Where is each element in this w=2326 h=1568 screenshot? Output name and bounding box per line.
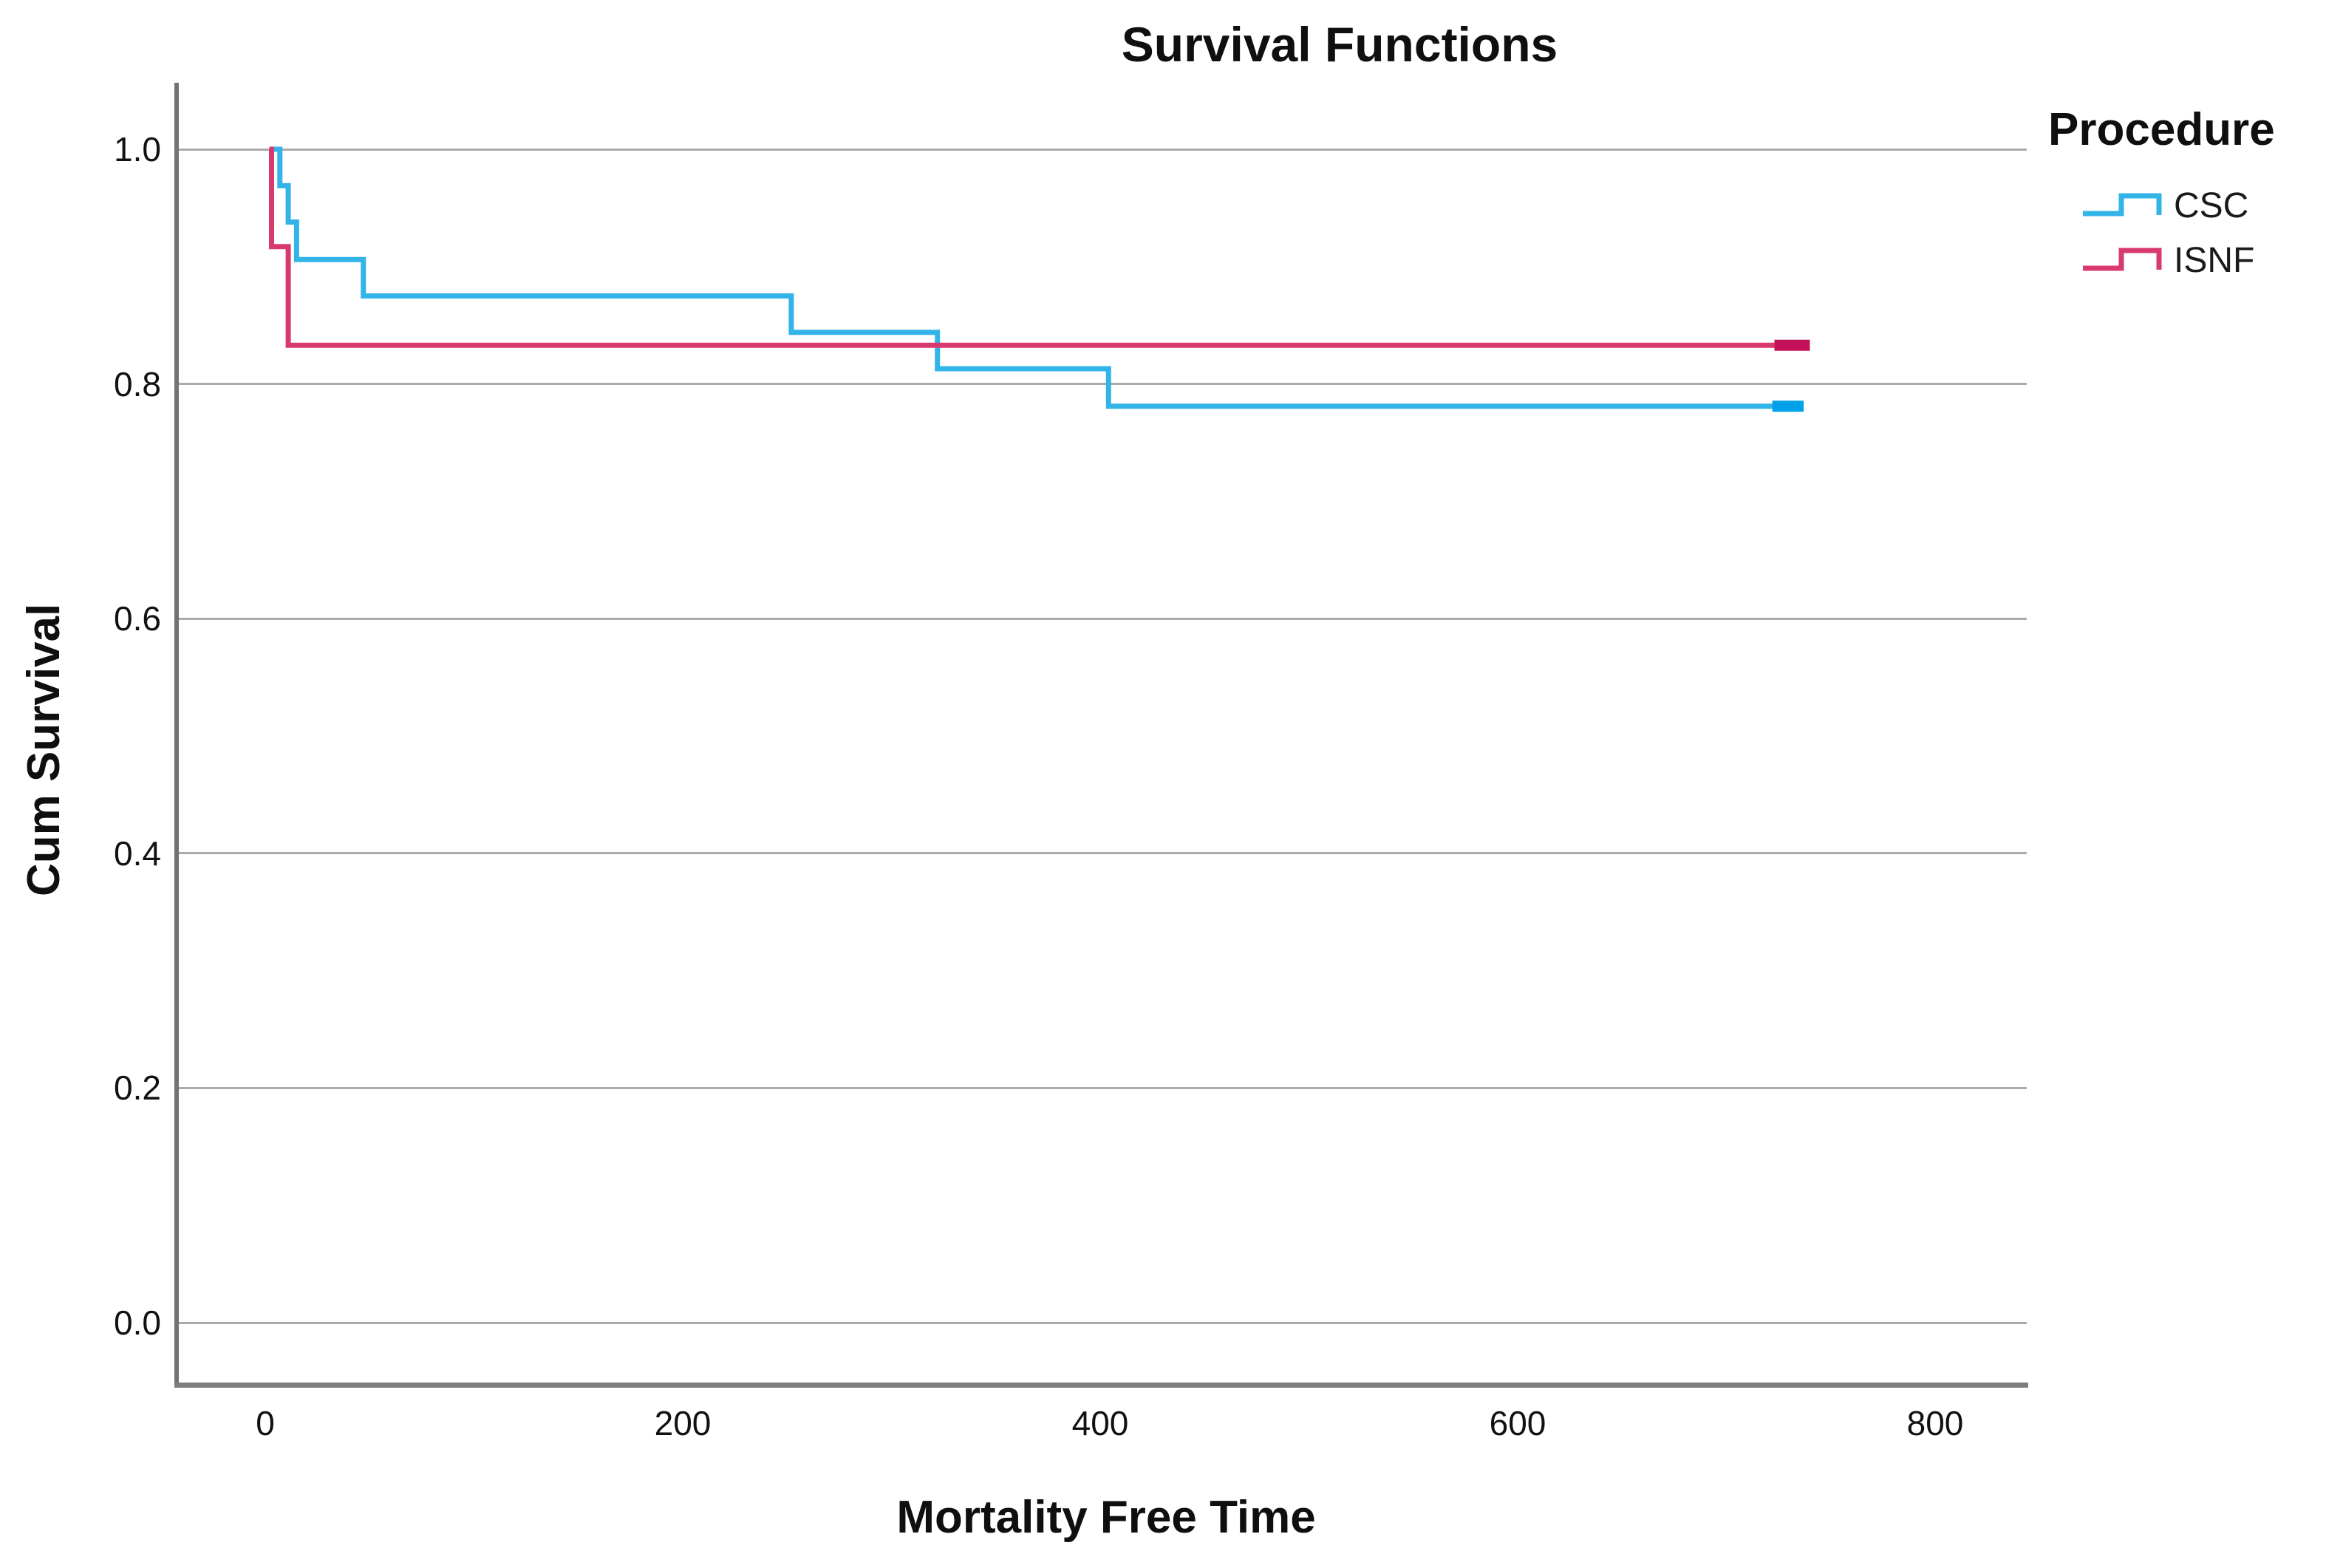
y-tick-label: 0.2 — [114, 1068, 161, 1108]
legend: Procedure CSC ISNF — [2047, 103, 2320, 298]
legend-step-swatch-icon — [2083, 193, 2162, 217]
legend-items-group: CSC ISNF — [2047, 188, 2320, 279]
gridline — [177, 383, 2027, 386]
x-tick-label: 400 — [1071, 1404, 1129, 1442]
x-axis-line — [174, 1383, 2028, 1388]
legend-step-swatch-icon — [2083, 248, 2162, 271]
y-tick-label: 0.4 — [114, 834, 161, 873]
chart-title: Survival Functions — [1121, 17, 1558, 72]
y-axis-line — [174, 83, 179, 1386]
gridline — [177, 617, 2027, 620]
x-tick-label: 0 — [256, 1404, 275, 1442]
legend-label: ISNF — [2174, 241, 2255, 280]
gridline — [177, 1086, 2027, 1089]
survival-curve-csc — [269, 146, 1804, 409]
y-tick-label: 0.8 — [114, 364, 161, 403]
y-tick-label: 0.6 — [114, 599, 161, 638]
y-tick-label: 1.0 — [114, 130, 161, 168]
gridline — [177, 148, 2027, 151]
gridline — [177, 1321, 2027, 1324]
x-axis-title: Mortality Free Time — [896, 1492, 1316, 1543]
gridline — [177, 852, 2027, 855]
x-tick-label: 600 — [1489, 1404, 1546, 1442]
legend-label: CSC — [2174, 186, 2249, 225]
legend-item-csc: CSC — [2081, 188, 2320, 224]
legend-title: Procedure — [2048, 104, 2275, 155]
x-tick-label: 800 — [1906, 1404, 1964, 1442]
y-tick-label: 0.0 — [114, 1303, 161, 1342]
legend-item-isnf: ISNF — [2081, 243, 2320, 279]
survival-curve-isnf — [269, 146, 1810, 348]
x-tick-label: 200 — [654, 1404, 712, 1442]
